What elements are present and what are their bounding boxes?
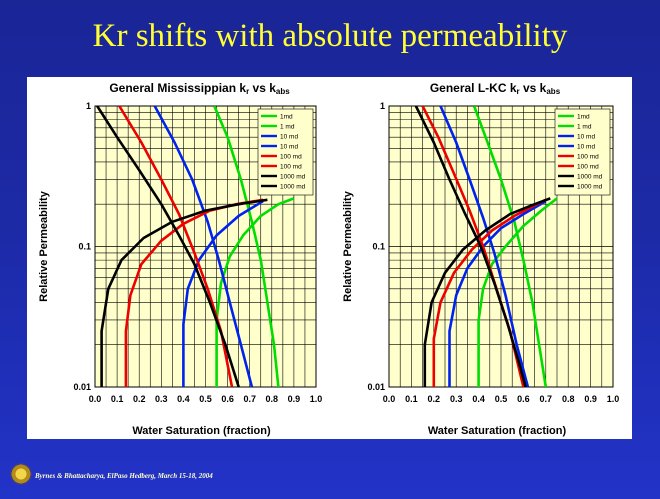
chart-svg-lkc: General L-KC kr vs kabs 0.0 0.1 0.2 0.3 0.4 0.…: [342, 81, 620, 437]
x-tick-label: 0.2: [428, 394, 441, 404]
chart-title: General Mississippian kr vs kabs: [109, 81, 290, 96]
series-line-100-md: [432, 198, 547, 387]
chart-panel-lkc: General L-KC kr vs kabs 0.0 0.1 0.2 0.3 0.4 0.…: [331, 77, 632, 439]
x-tick-label: 0.3: [450, 394, 463, 404]
slide-title: Kr shifts with absolute permeability: [92, 18, 568, 54]
footer-citation: Byrnes & Bhattacharya, ElPaso Hedberg, M…: [35, 472, 213, 480]
chart-title-part: abs: [276, 87, 290, 96]
x-tick-label: 0.0: [89, 394, 102, 404]
y-tick-label: 0.01: [73, 382, 91, 392]
series-line-10-md: [448, 200, 547, 387]
y-tick-label: 1: [380, 101, 385, 111]
y-tick-label: 1: [86, 101, 91, 111]
series-line-1000-md: [96, 106, 240, 387]
series-line-1000-md: [414, 106, 527, 387]
legend-label: 100 md: [577, 154, 599, 161]
series-line-1md: [213, 106, 280, 387]
legend-label: 1 md: [577, 124, 592, 131]
x-tick-label: 0.9: [288, 394, 301, 404]
y-tick-label: 0.01: [367, 382, 385, 392]
chart-title-part: r: [246, 87, 249, 96]
legend-label: 1000 md: [577, 184, 603, 191]
x-tick-label: 0.6: [221, 394, 234, 404]
series-line-1-md: [477, 197, 558, 387]
legend-label: 1md: [280, 114, 293, 121]
y-axis-label: Relative Permeability: [342, 190, 354, 302]
x-tick-label: 0.6: [517, 394, 530, 404]
x-tick-label: 0.8: [266, 394, 279, 404]
x-tick-label: 0.4: [177, 394, 190, 404]
series-line-1000-md: [100, 198, 268, 387]
legend-label: 10 md: [280, 134, 298, 141]
x-tick-label: 0.1: [111, 394, 124, 404]
chart-title-part: vs k: [249, 81, 276, 95]
legend: 1md 1 md 10 md 10 md 100 md 100 md 1000 md 1000…: [257, 108, 314, 196]
plot-frame: [94, 105, 317, 388]
legend-label: 10 md: [280, 144, 298, 151]
series-line-10-md: [182, 200, 264, 387]
chart-title-part: abs: [546, 87, 560, 96]
chart-title-part: k: [239, 81, 246, 95]
x-tick-label: 0.7: [540, 394, 553, 404]
series-line-1md: [472, 106, 548, 387]
legend-label: 1000 md: [280, 184, 306, 191]
y-tick-label: 0.1: [372, 242, 385, 252]
legend-label: 1000 md: [280, 174, 306, 181]
series-line-1-md: [215, 197, 295, 387]
legend-label: 100 md: [577, 164, 599, 171]
chart-title-part: vs k: [520, 81, 547, 95]
legend-label: 1 md: [280, 124, 295, 131]
x-tick-label: 1.0: [607, 394, 620, 404]
x-tick-label: 0.1: [405, 394, 418, 404]
x-tick-label: 0.9: [584, 394, 597, 404]
x-tick-label: 0.5: [199, 394, 212, 404]
legend-label: 1000 md: [577, 174, 603, 181]
legend-box: [554, 108, 611, 196]
x-tick-label: 0.4: [472, 394, 485, 404]
plot-frame: [388, 105, 614, 388]
chart-panel-mississippian: General Mississippian kr vs kabs 0.0 0.1 0.…: [27, 77, 343, 439]
legend-label: 1md: [577, 114, 590, 121]
x-tick-label: 0.3: [155, 394, 168, 404]
x-tick-label: 0.8: [562, 394, 575, 404]
chart-svg-mississippian: General Mississippian kr vs kabs 0.0 0.1 0.…: [38, 81, 323, 437]
x-tick-label: 0.2: [133, 394, 146, 404]
legend: 1md 1 md 10 md 10 md 100 md 100 md 1000 md 1000…: [554, 108, 611, 196]
x-tick-label: 0.7: [243, 394, 256, 404]
chart-title-part: k: [510, 81, 517, 95]
legend-label: 100 md: [280, 154, 302, 161]
series-line-1000-md: [423, 197, 551, 387]
y-tick-label: 0.1: [78, 242, 91, 252]
legend-label: 10 md: [577, 134, 595, 141]
y-axis-label: Relative Permeability: [38, 190, 50, 302]
chart-title-part: General L-KC: [430, 81, 510, 95]
x-tick-label: 0.5: [495, 394, 508, 404]
x-tick-label: 0.0: [383, 394, 396, 404]
legend-box: [257, 108, 314, 196]
legend-label: 10 md: [577, 144, 595, 151]
chart-title-part: General Mississippian: [109, 81, 239, 95]
legend-label: 100 md: [280, 164, 302, 171]
seal-logo: [10, 463, 32, 485]
x-tick-label: 1.0: [310, 394, 323, 404]
x-axis-label: Water Saturation (fraction): [428, 425, 567, 437]
chart-title-part: r: [517, 87, 520, 96]
chart-title: General L-KC kr vs kabs: [430, 81, 561, 96]
x-axis-label: Water Saturation (fraction): [132, 425, 271, 437]
